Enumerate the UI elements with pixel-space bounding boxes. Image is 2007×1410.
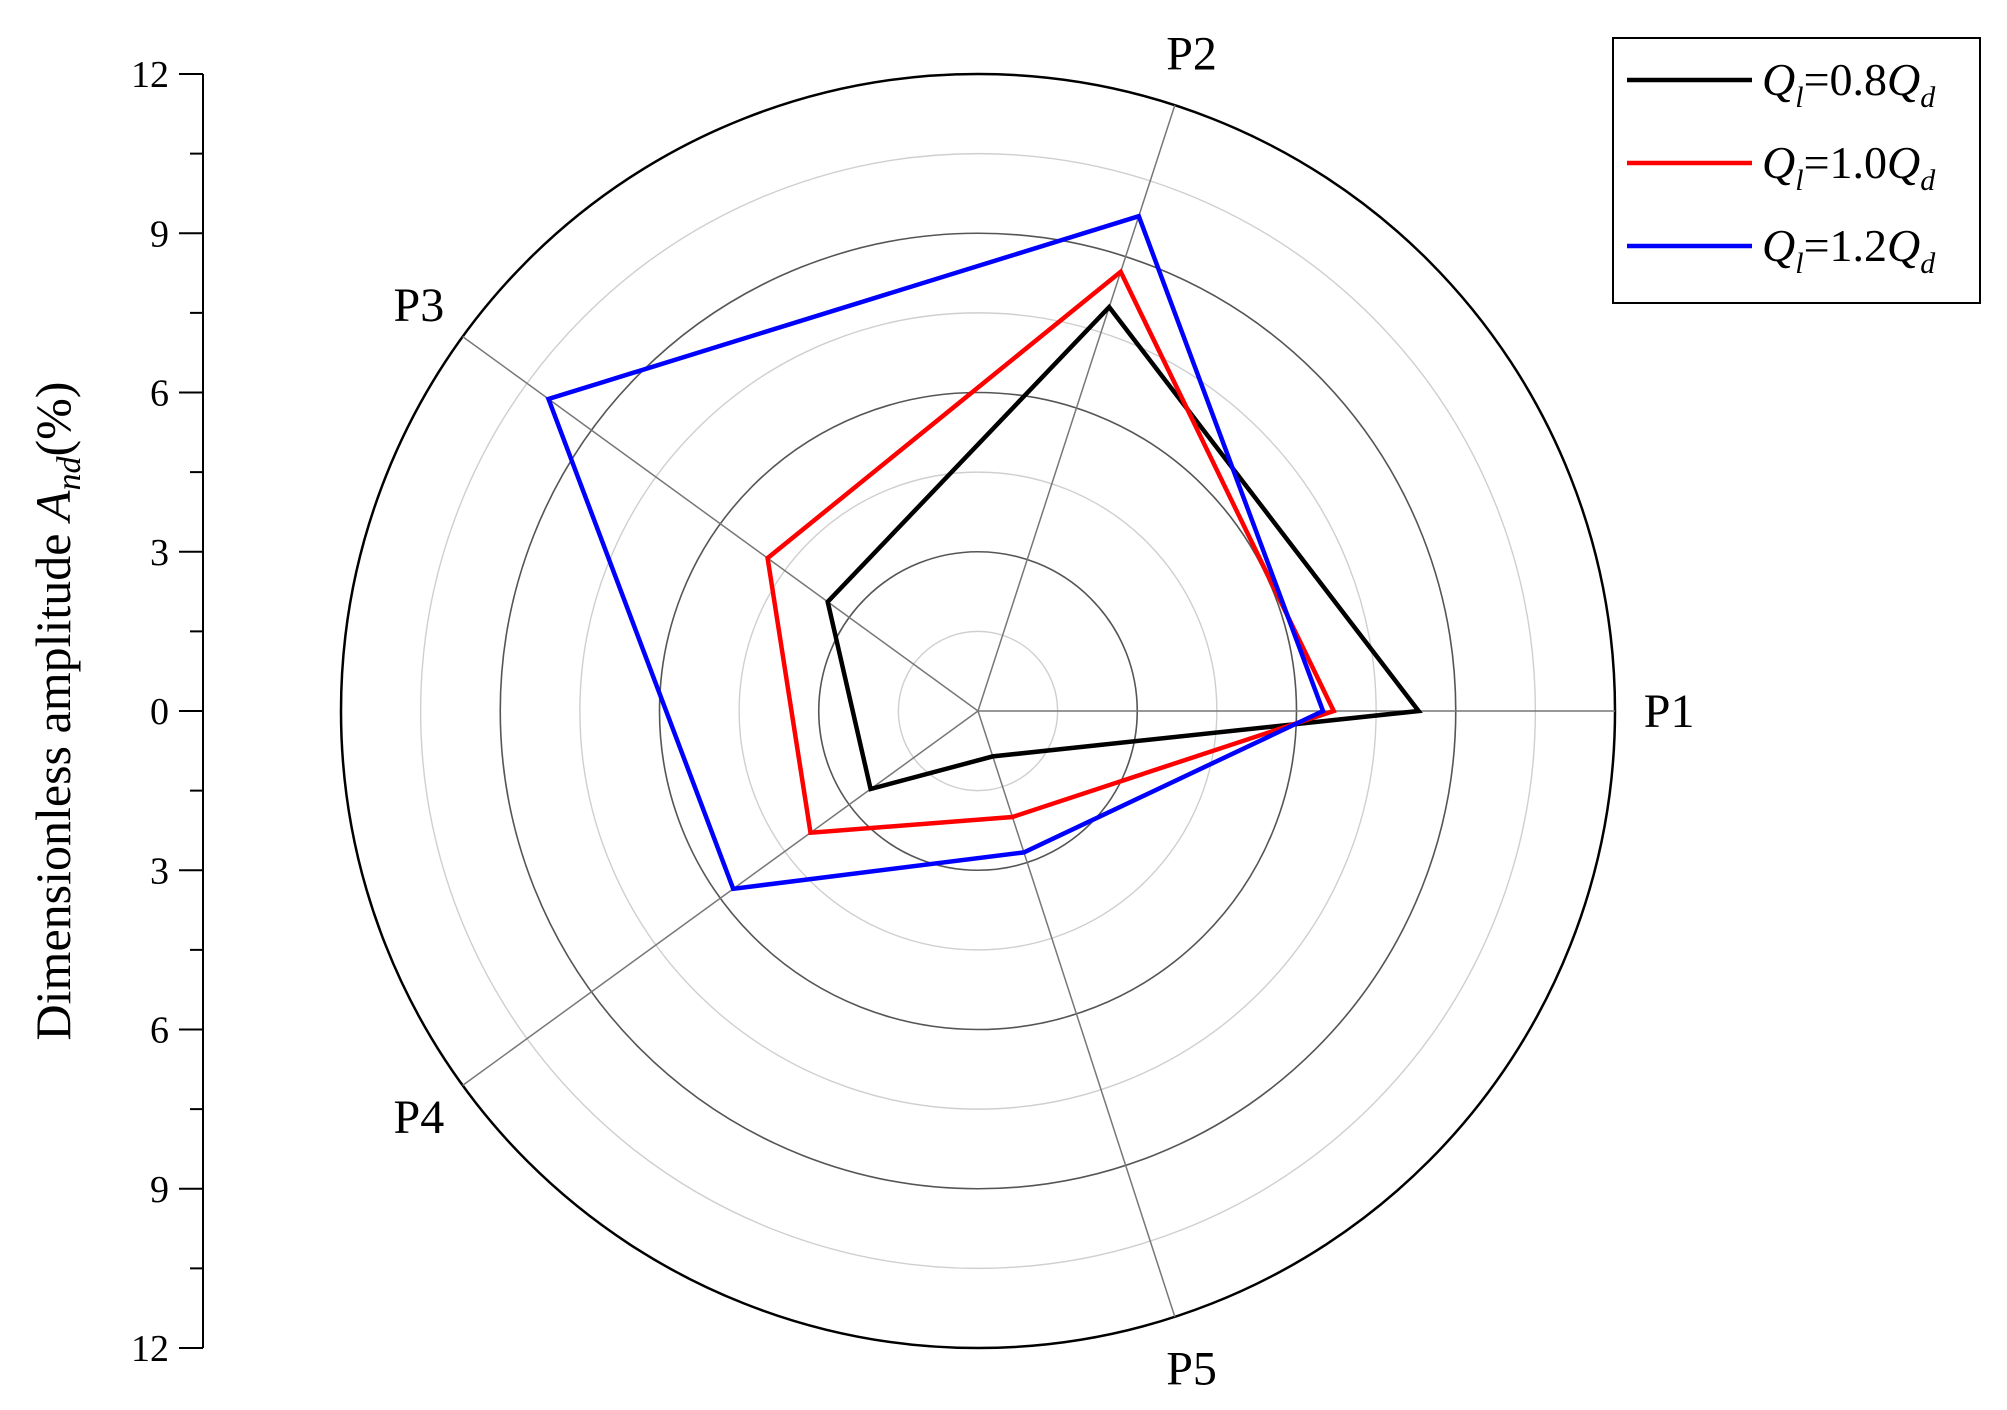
spoke-p5 bbox=[977, 710, 1176, 1318]
legend-label-0: Ql=0.8Qd bbox=[1762, 54, 1936, 114]
radial-axis: 0 3 3 6 6 9 9 12 12 bbox=[131, 54, 204, 1370]
spoke-p4 bbox=[462, 710, 979, 1087]
legend-label-1: Ql=1.0Qd bbox=[1762, 137, 1936, 197]
y-axis-title-unit: (%) bbox=[25, 382, 81, 457]
legend-label-2: Ql=1.2Qd bbox=[1762, 220, 1936, 280]
y-axis-title: Dimensionless amplitude And(%) bbox=[25, 382, 88, 1041]
series-polygon-0 bbox=[825, 303, 1423, 792]
category-label-p4: P4 bbox=[394, 1091, 445, 1144]
category-label-p5: P5 bbox=[1166, 1342, 1217, 1395]
tick-label: 12 bbox=[131, 54, 169, 96]
category-label-p3: P3 bbox=[394, 279, 445, 332]
category-label-p2: P2 bbox=[1166, 28, 1217, 81]
category-label-p1: P1 bbox=[1644, 685, 1695, 738]
tick-label: 6 bbox=[150, 1010, 169, 1052]
tick-label: 3 bbox=[150, 850, 169, 892]
category-labels: P1 P2 P3 P4 P5 bbox=[394, 28, 1695, 1396]
y-axis-title-main: Dimensionless amplitude bbox=[25, 521, 81, 1040]
tick-label: 3 bbox=[150, 532, 169, 574]
y-axis-title-symbol: A bbox=[25, 490, 81, 524]
tick-label: 0 bbox=[150, 691, 169, 733]
tick-label: 9 bbox=[150, 1169, 169, 1211]
series-polygon-2 bbox=[545, 213, 1326, 892]
tick-label: 12 bbox=[131, 1328, 169, 1370]
y-axis-title-subscript: nd bbox=[51, 456, 88, 491]
tick-label: 6 bbox=[150, 373, 169, 415]
spoke-p2 bbox=[977, 104, 1176, 712]
legend: Ql=0.8Qd Ql=1.0Qd Ql=1.2Qd bbox=[1612, 37, 1981, 304]
category-spokes bbox=[462, 104, 1615, 1318]
series-lines bbox=[545, 213, 1423, 892]
tick-label: 9 bbox=[150, 213, 169, 255]
series-polygon-1 bbox=[765, 268, 1337, 836]
